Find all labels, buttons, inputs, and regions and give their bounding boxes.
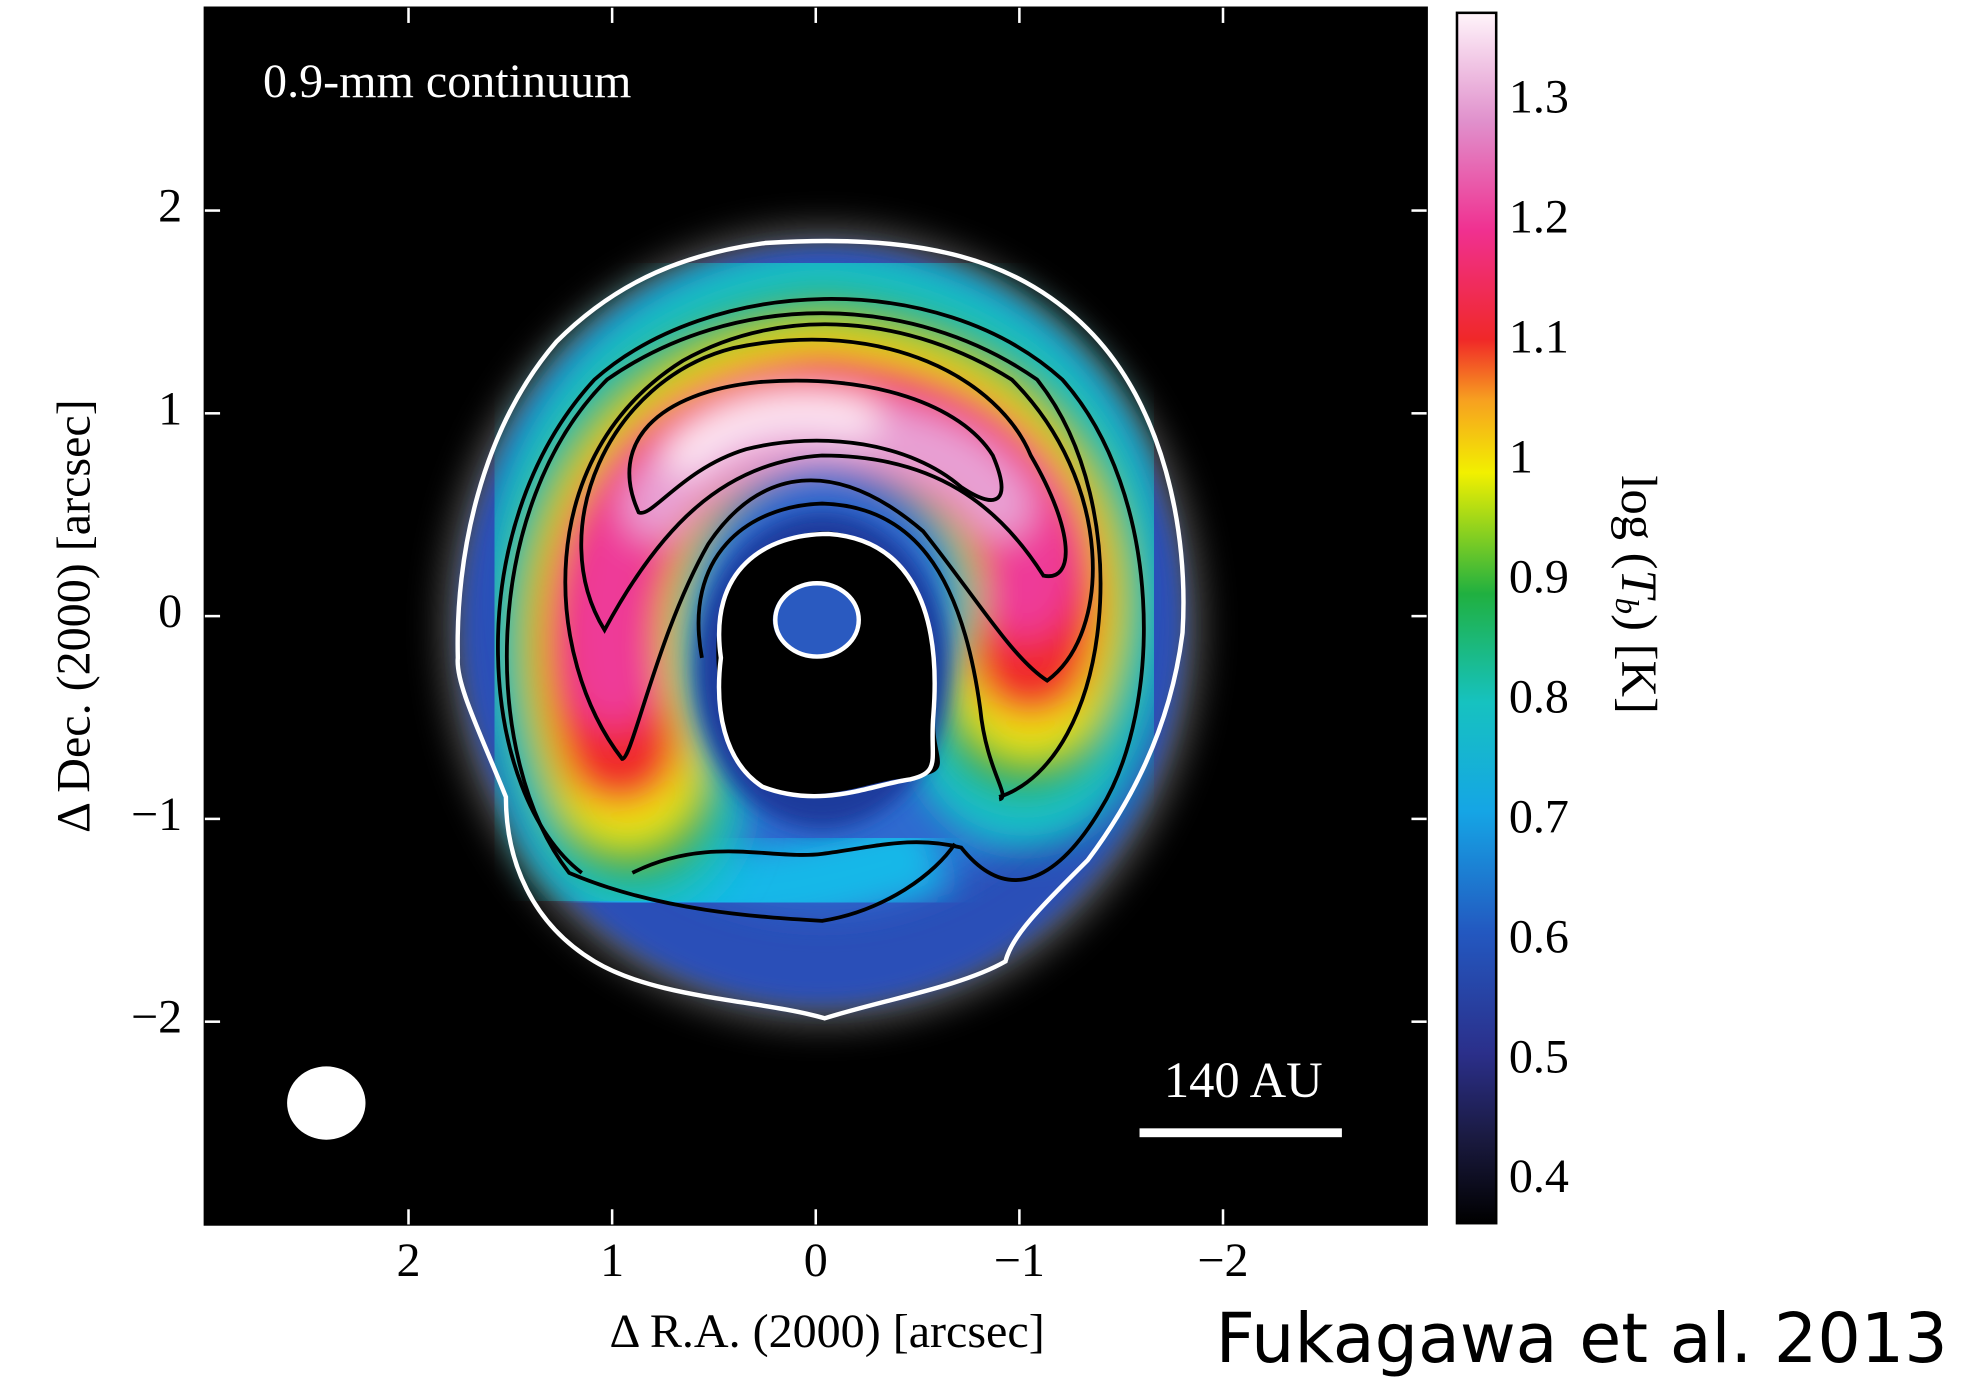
colorbar-tick-label: 1 (1509, 431, 1533, 484)
colorbar-tick-label: 0.7 (1509, 790, 1569, 843)
colorbar-tick-label: 1.1 (1509, 311, 1569, 364)
scale-bar-label: 140 AU (1164, 1052, 1323, 1108)
colorbar-tick-label: 1.2 (1509, 191, 1569, 244)
colorbar-tick-label: 1.3 (1509, 71, 1569, 124)
colorbar-label: log (Tb) [K] (1608, 475, 1667, 713)
y-tick-label: −1 (131, 788, 182, 841)
colorbar-tick-label: 0.4 (1509, 1150, 1569, 1203)
colorbar-label-suffix: ) [K] (1611, 614, 1667, 714)
x-tick-label: −2 (1197, 1234, 1248, 1287)
colorbar-tick-label: 0.8 (1509, 670, 1569, 723)
x-tick-label: 1 (600, 1234, 624, 1287)
x-tick-label: 0 (804, 1234, 828, 1287)
scale-bar (1140, 1128, 1342, 1137)
colorbar-tick-label: 0.9 (1509, 550, 1569, 603)
y-tick-label: 2 (158, 180, 182, 233)
colorbar (1457, 13, 1496, 1223)
colorbar-label-subscript: b (1608, 598, 1644, 614)
colorbar-label-prefix: log ( (1611, 475, 1667, 569)
x-tick-label: 2 (396, 1234, 420, 1287)
figure: 140 AU 0.9-mm continuum 2 1 0 −1 −2 −2 −1 0 1 2 0.… (0, 0, 1973, 1384)
map-title: 0.9-mm continuum (263, 55, 631, 108)
credit: Fukagawa et al. 2013 (1216, 1300, 1948, 1379)
emission-map (443, 228, 1202, 1025)
colorbar-tick-label: 0.5 (1509, 1030, 1569, 1083)
colorbar-tick-label: 0.6 (1509, 910, 1569, 963)
x-axis-label: Δ R.A. (2000) [arcsec] (610, 1305, 1045, 1358)
y-tick-label: 1 (158, 382, 182, 435)
y-axis-label: Δ Dec. (2000) [arcsec] (47, 399, 100, 833)
x-tick-label: −1 (994, 1234, 1045, 1287)
beam (287, 1066, 365, 1139)
y-tick-label: −2 (131, 991, 182, 1044)
y-tick-label: 0 (158, 585, 182, 638)
